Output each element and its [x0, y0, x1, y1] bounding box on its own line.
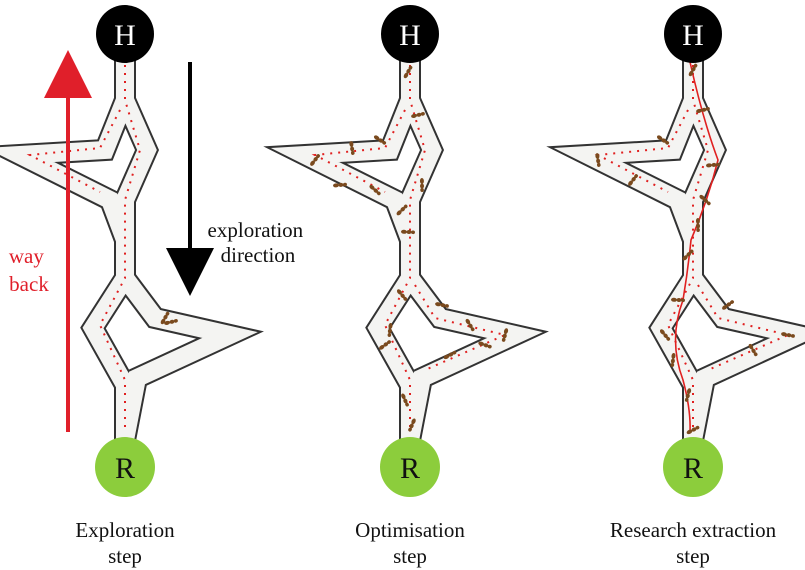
resource-node-label: R — [400, 452, 420, 485]
corridor-fill — [270, 35, 543, 442]
ant-icon — [310, 154, 320, 166]
panel-caption: Optimisation step — [355, 518, 465, 568]
pheromone-trail — [311, 65, 427, 430]
home-node: H — [664, 5, 722, 63]
pheromone-trail — [594, 65, 710, 430]
home-node-label: H — [399, 19, 421, 52]
ant-icon — [695, 218, 701, 232]
ant-icon — [333, 182, 347, 188]
exploration-panel: H R Exploration step — [0, 5, 264, 568]
ant-icon — [435, 302, 449, 308]
ant-icon — [706, 162, 720, 168]
ant-icon — [478, 341, 492, 349]
exploration-direction-label: exploration direction — [208, 218, 309, 267]
ant-icon — [748, 343, 758, 357]
home-node-label: H — [114, 19, 136, 52]
home-node: H — [96, 5, 154, 63]
ant-icon — [396, 289, 408, 301]
ant-icon — [781, 332, 795, 338]
ant-icon — [659, 329, 671, 341]
ant-icon — [595, 153, 601, 167]
ant-icon — [686, 425, 700, 435]
ant-icon — [696, 107, 710, 113]
ant-icon — [443, 350, 457, 360]
ant-icon — [699, 194, 711, 206]
ant-icon — [349, 141, 355, 155]
ant-icon — [419, 178, 425, 192]
ant-icon — [373, 135, 387, 145]
resource-node: R — [663, 437, 723, 497]
ant-icon — [670, 353, 676, 367]
ant-icon — [401, 229, 415, 235]
home-node: H — [381, 5, 439, 63]
extraction-panel: H R Research extraction step — [546, 5, 805, 568]
home-node-label: H — [682, 19, 704, 52]
optimisation-panel: H R Optimisation step — [263, 5, 549, 568]
way-back-label: way back — [9, 244, 49, 296]
ant-icon — [411, 112, 425, 118]
resource-node-label: R — [683, 452, 703, 485]
ant-icon — [387, 323, 393, 337]
ant-icon — [682, 249, 694, 261]
ant-icon — [465, 318, 475, 332]
ant-icon — [396, 204, 408, 216]
resource-node-label: R — [115, 452, 135, 485]
panel-caption: Research extraction step — [610, 518, 777, 568]
resource-node: R — [95, 437, 155, 497]
ant-icon — [408, 418, 416, 432]
ant-icon — [379, 340, 391, 350]
ant-icon — [671, 297, 685, 303]
ant-icon — [684, 388, 692, 402]
ant-icon — [628, 174, 638, 186]
pheromone-trail — [26, 65, 142, 430]
ant-icon — [501, 328, 509, 342]
corridor-fill — [0, 35, 258, 442]
optimal-trail — [674, 61, 719, 433]
ant-icon — [160, 311, 170, 325]
resource-node: R — [380, 437, 440, 497]
ant-icon — [722, 300, 734, 310]
ant-icon — [656, 135, 670, 145]
ant-icon — [369, 184, 381, 196]
ant-icon — [403, 65, 413, 79]
ant-icon — [164, 319, 178, 325]
panel-caption: Exploration step — [75, 518, 175, 568]
ant-icon — [688, 63, 698, 77]
ant-icon — [401, 393, 409, 407]
